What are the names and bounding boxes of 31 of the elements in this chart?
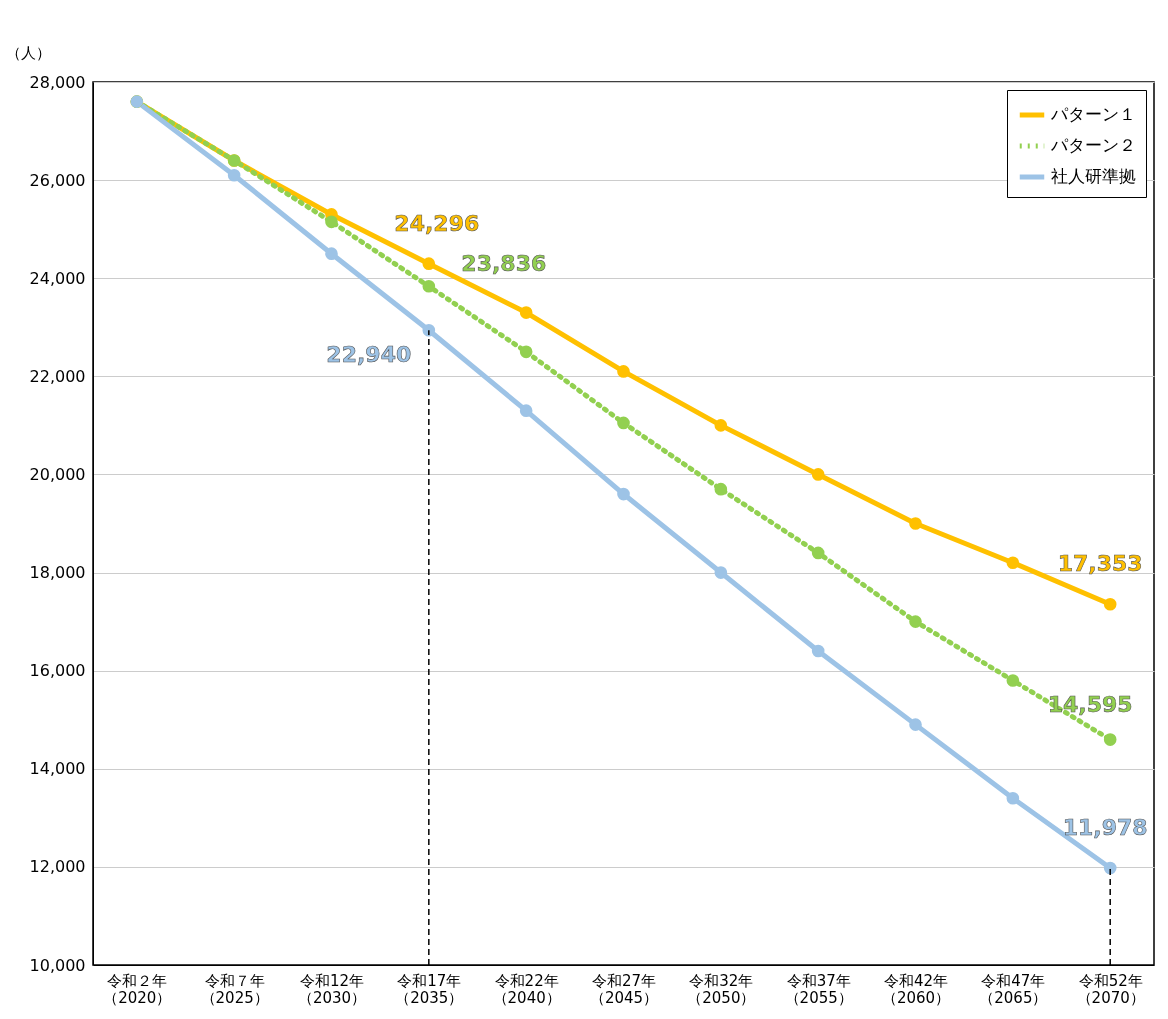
y-tick-label: 26,000 [29,170,86,190]
x-tick-label: 令和42年（2060） [881,971,951,1007]
y-tick-label: 12,000 [29,857,86,877]
x-tick-label: 令和27年（2045） [589,971,659,1007]
legend-label: 社人研準拠 [1051,166,1136,186]
data-label: 24,296 [394,210,480,236]
legend-label: パターン２ [1050,135,1136,155]
y-tick-label: 18,000 [29,563,86,583]
y-tick-label: 28,000 [29,72,86,92]
y-tick-label: 24,000 [29,268,86,288]
x-tick-label: 令和12年（2030） [297,971,367,1007]
y-tick-label: 14,000 [29,759,86,779]
data-label: 22,940 [326,342,412,368]
y-tick-label: 16,000 [29,661,86,681]
data-label: 17,353 [1057,551,1143,577]
x-tick-label: 令和37年（2055） [784,971,853,1007]
data-label: 11,978 [1062,814,1148,840]
x-tick-label: 令和52年（2070） [1076,971,1145,1007]
y-tick-label: 10,000 [29,955,86,975]
data-label: 14,595 [1047,691,1133,717]
x-tick-label: 令和７年（2025） [200,971,269,1007]
x-tick-label: 令和２年（2020） [103,971,172,1007]
x-tick-label: 令和32年（2050） [687,971,756,1007]
x-tick-label: 令和47年（2065） [979,971,1048,1007]
x-tick-label: 令和22年（2040） [492,971,561,1007]
y-axis-title: （人） [5,43,51,62]
x-tick-label: 令和17年（2035） [395,971,464,1007]
legend-label: パターン１ [1050,104,1136,124]
data-label: 23,836 [461,251,547,277]
y-tick-label: 22,000 [29,366,86,386]
y-tick-label: 20,000 [29,464,86,484]
